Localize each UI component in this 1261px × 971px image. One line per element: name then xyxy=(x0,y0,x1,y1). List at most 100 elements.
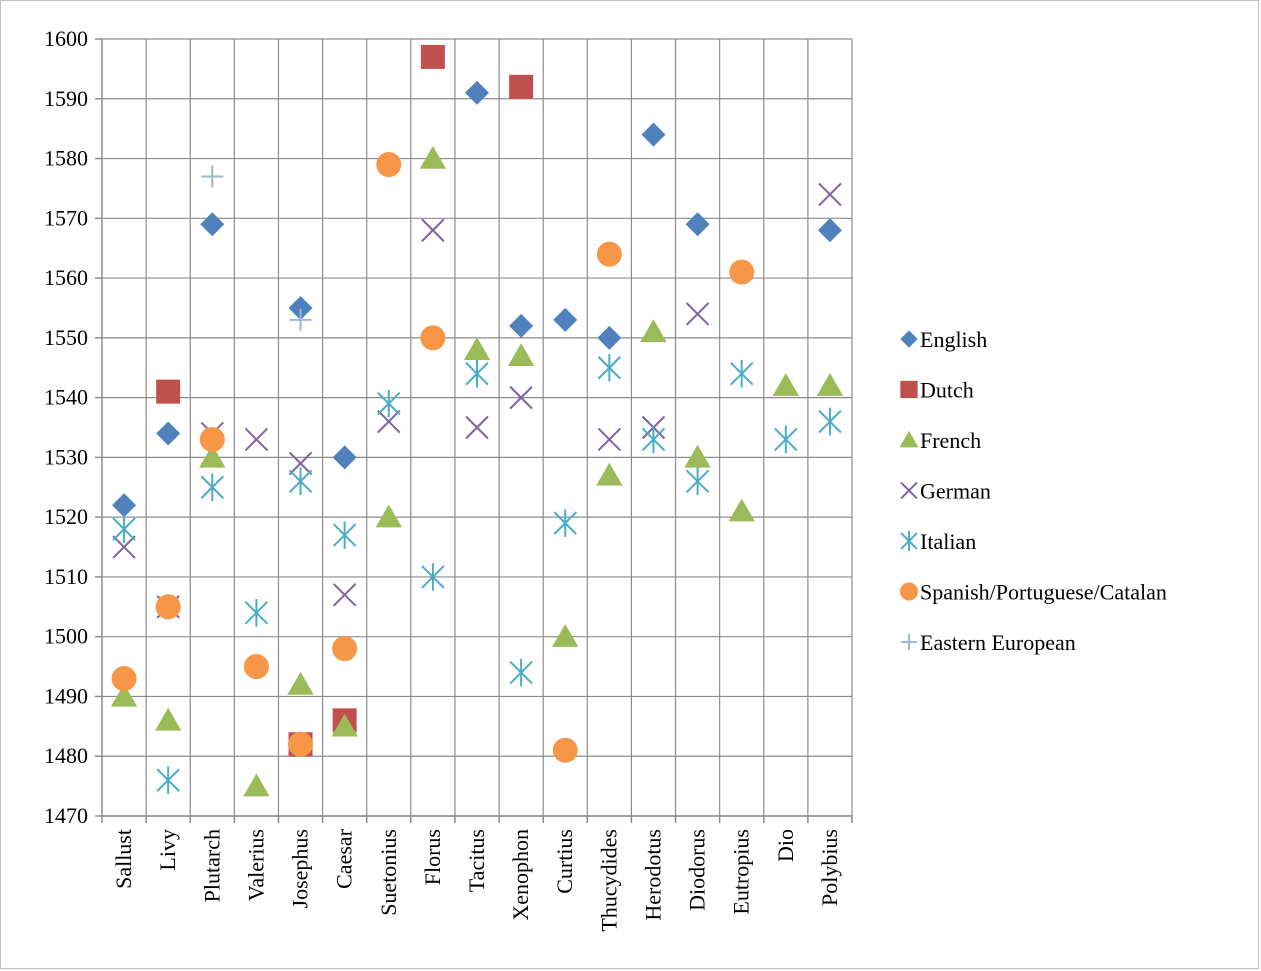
legend-label: English xyxy=(920,327,987,352)
x-tick-label: Plutarch xyxy=(199,829,224,902)
data-point xyxy=(287,671,314,695)
series-french xyxy=(110,145,844,797)
y-tick-label: 1480 xyxy=(44,743,88,768)
x-tick-label: Xenophon xyxy=(508,829,533,921)
data-point xyxy=(597,427,622,452)
data-point xyxy=(640,319,667,343)
data-point xyxy=(243,773,270,797)
data-point xyxy=(685,302,710,326)
data-point xyxy=(552,737,578,763)
data-point xyxy=(288,467,313,496)
data-point xyxy=(729,359,754,388)
x-tick-label: Florus xyxy=(420,829,445,885)
data-point xyxy=(552,624,579,647)
data-point xyxy=(200,212,225,237)
legend-marker xyxy=(901,634,917,650)
data-point xyxy=(420,44,445,69)
data-point xyxy=(509,313,534,338)
data-point xyxy=(728,498,755,522)
data-point xyxy=(289,308,312,331)
data-point xyxy=(156,379,181,404)
y-tick-label: 1530 xyxy=(44,444,88,469)
data-point xyxy=(332,445,357,470)
data-point xyxy=(465,359,489,388)
data-point xyxy=(154,707,182,731)
data-point xyxy=(597,353,622,382)
x-tick-label: Polybius xyxy=(817,829,842,906)
legend-marker xyxy=(900,330,918,348)
data-point xyxy=(509,74,534,99)
legend-label: French xyxy=(920,428,981,453)
data-point xyxy=(509,658,533,687)
data-point xyxy=(288,295,313,320)
legend-marker xyxy=(900,481,918,500)
data-point xyxy=(421,563,445,591)
y-tick-label: 1520 xyxy=(44,504,88,529)
series-eastern-european xyxy=(201,165,312,331)
data-point xyxy=(685,212,710,237)
data-point xyxy=(200,473,225,502)
legend-label: German xyxy=(920,479,991,504)
data-point xyxy=(243,654,269,680)
data-point xyxy=(288,731,314,757)
data-point xyxy=(244,599,269,627)
x-tick-label: Dio xyxy=(773,829,798,862)
data-point xyxy=(684,444,711,468)
data-point xyxy=(112,493,137,518)
y-tick-label: 1570 xyxy=(44,205,88,230)
data-point xyxy=(421,218,445,242)
x-tick-label: Diodorus xyxy=(685,829,710,911)
data-point xyxy=(156,766,180,794)
x-tick-label: Caesar xyxy=(332,828,357,889)
x-tick-label: Valerius xyxy=(243,829,268,901)
data-point xyxy=(110,683,138,707)
series-english xyxy=(112,80,842,518)
legend-marker xyxy=(899,430,919,448)
data-point xyxy=(641,425,666,454)
x-tick-label: Curtius xyxy=(552,829,577,894)
x-tick-label: Suetonius xyxy=(376,829,401,916)
data-point xyxy=(112,535,136,559)
data-point xyxy=(772,373,800,396)
data-point xyxy=(774,425,798,454)
legend-marker xyxy=(900,380,918,399)
data-point xyxy=(331,713,358,737)
y-tick-label: 1550 xyxy=(44,325,88,350)
y-tick-label: 1590 xyxy=(44,86,88,111)
data-point xyxy=(465,415,489,440)
y-tick-label: 1540 xyxy=(44,385,88,410)
data-point xyxy=(596,462,623,486)
series-italian xyxy=(112,353,842,794)
data-point xyxy=(553,307,578,332)
data-point xyxy=(816,373,844,396)
data-point xyxy=(244,427,269,452)
data-point xyxy=(509,385,533,410)
data-point xyxy=(332,583,357,607)
legend: English Dutch French German Italian Spanish/P… xyxy=(899,327,1167,655)
x-tick-label: Sallust xyxy=(111,829,136,889)
data-point xyxy=(376,152,402,178)
data-point xyxy=(507,343,535,366)
x-tick-label: Tacitus xyxy=(464,829,489,892)
legend-marker xyxy=(900,531,918,551)
legend-label: Spanish/Portuguese/Catalan xyxy=(920,580,1167,605)
legend-label: Eastern European xyxy=(920,630,1076,655)
data-point xyxy=(377,409,401,434)
y-tick-label: 1490 xyxy=(44,683,88,708)
data-point xyxy=(729,259,755,285)
data-point xyxy=(375,504,402,528)
legend-label: Italian xyxy=(920,529,976,554)
x-tick-label: Thucydides xyxy=(596,829,621,932)
data-point xyxy=(596,241,622,267)
x-tick-label: Josephus xyxy=(288,829,313,908)
y-tick-label: 1470 xyxy=(44,803,88,828)
data-point xyxy=(465,80,489,105)
data-point xyxy=(112,515,136,543)
data-point xyxy=(419,145,447,169)
data-point xyxy=(553,509,577,537)
y-tick-label: 1580 xyxy=(44,146,88,171)
data-point xyxy=(156,421,181,446)
y-tick-label: 1560 xyxy=(44,265,88,290)
y-tick-label: 1600 xyxy=(44,26,88,51)
